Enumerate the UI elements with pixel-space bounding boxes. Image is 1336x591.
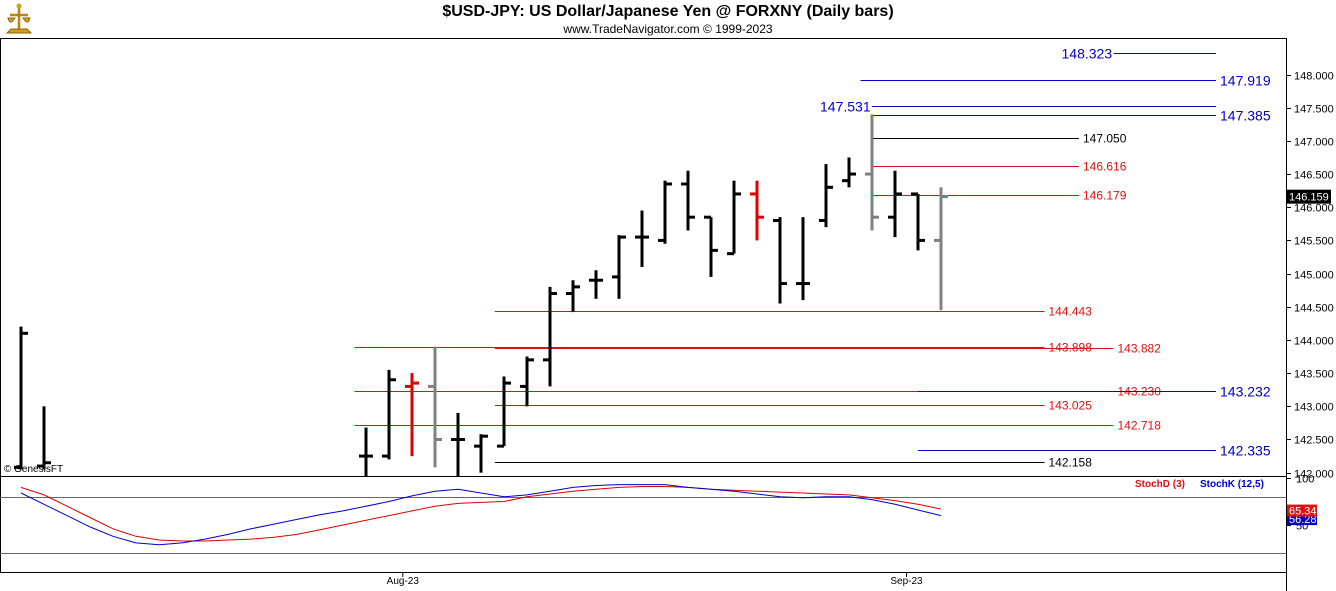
- ohlc-bar: [658, 180, 672, 244]
- ohlc-bar: [566, 280, 580, 313]
- stochd-line: [20, 486, 942, 542]
- ohlc-bar: [474, 434, 488, 473]
- price-axis-label: 146.500: [1294, 170, 1334, 182]
- level-label: 143.025: [1049, 399, 1093, 413]
- time-axis-label: Sep-23: [890, 576, 923, 587]
- level-label: 148.323: [1062, 46, 1113, 62]
- price-bars-group: [14, 114, 948, 476]
- stoch-panel-border: [0, 476, 1287, 573]
- level-label: 146.179: [1083, 189, 1127, 203]
- price-axis: 142.000 142.500 143.000 143.500 144.000 144.5…: [1286, 71, 1334, 481]
- stochd-value-box: [1287, 504, 1317, 517]
- level-label: 143.882: [1118, 342, 1162, 356]
- price-axis-label: 145.500: [1294, 236, 1334, 248]
- ohlc-bar: [842, 157, 856, 188]
- price-axis-label: 142.000: [1294, 469, 1334, 481]
- price-axis-label: 143.000: [1294, 402, 1334, 414]
- watermark: © GenesisFT: [4, 464, 63, 475]
- level-lines-group: 148.323 147.919 147.531 147.385 147.050 146.6…: [354, 46, 1271, 470]
- ohlc-bar: [727, 180, 741, 256]
- stoch-axis-label: 100: [1296, 474, 1314, 486]
- price-axis-label: 143.500: [1294, 369, 1334, 381]
- chart-header: $USD-JPY: US Dollar/Japanese Yen @ FORXN…: [0, 0, 1336, 38]
- level-label: 142.158: [1049, 456, 1093, 470]
- price-axis-label: 147.000: [1294, 137, 1334, 149]
- ohlc-bar: [911, 192, 925, 251]
- level-label: 142.335: [1220, 443, 1271, 459]
- ohlc-bar: [405, 373, 419, 457]
- ohlc-bar: [520, 356, 534, 407]
- price-axis-label: 145.000: [1294, 270, 1334, 282]
- stochk-value-label: 56.28: [1289, 514, 1317, 526]
- ohlc-bar: [888, 170, 902, 238]
- level-label: 143.232: [1220, 384, 1271, 400]
- ohlc-bar: [589, 270, 603, 299]
- last-price-label: 146.159: [1289, 192, 1329, 204]
- time-axis: Aug-23 Sep-23: [387, 572, 923, 587]
- price-axis-label: 142.500: [1294, 435, 1334, 447]
- price-axis-label: 144.500: [1294, 303, 1334, 315]
- ohlc-bar: [819, 164, 833, 228]
- price-axis-label: 144.000: [1294, 336, 1334, 348]
- level-label: 142.718: [1118, 419, 1162, 433]
- ohlc-bar: [382, 369, 396, 460]
- ohlc-bar: [612, 235, 626, 299]
- ohlc-bar: [865, 114, 879, 231]
- stochd-value-label: 65.34: [1289, 506, 1317, 518]
- chart-subtitle: www.TradeNavigator.com © 1999-2023: [563, 22, 773, 36]
- price-axis-label: 148.000: [1294, 71, 1334, 83]
- stochd-legend: StochD (3): [1135, 479, 1185, 490]
- ohlc-bar: [704, 215, 718, 277]
- level-label: 146.616: [1083, 160, 1127, 174]
- ohlc-bar: [497, 376, 511, 448]
- ohlc-bar: [37, 406, 51, 470]
- stochk-line: [20, 484, 942, 546]
- level-label: 147.531: [820, 99, 871, 115]
- ohlc-bar: [681, 170, 695, 231]
- ohlc-bar: [796, 217, 810, 301]
- level-label: 144.443: [1049, 305, 1093, 319]
- ohlc-bar: [934, 187, 948, 311]
- ohlc-bar: [750, 180, 764, 241]
- ohlc-bar: [14, 326, 28, 470]
- ohlc-bar: [451, 412, 465, 476]
- level-label: 147.050: [1083, 132, 1127, 146]
- ohlc-bar: [543, 286, 557, 387]
- ohlc-bar: [773, 217, 787, 304]
- stochk-legend: StochK (12,5): [1200, 479, 1264, 490]
- level-label: 147.919: [1220, 73, 1271, 89]
- price-axis-label: 146.000: [1294, 203, 1334, 215]
- time-axis-label: Aug-23: [387, 576, 420, 587]
- level-label: 147.385: [1220, 108, 1271, 124]
- last-price-box: [1287, 189, 1331, 204]
- chart-title: $USD-JPY: US Dollar/Japanese Yen @ FORXN…: [442, 3, 894, 20]
- level-label: 143.898: [1049, 341, 1093, 355]
- ohlc-bar: [359, 427, 373, 476]
- ohlc-bar: [428, 346, 442, 468]
- trade-navigator-logo-icon: [2, 2, 36, 36]
- price-axis-label: 147.500: [1294, 104, 1334, 116]
- ohlc-bar: [635, 210, 649, 267]
